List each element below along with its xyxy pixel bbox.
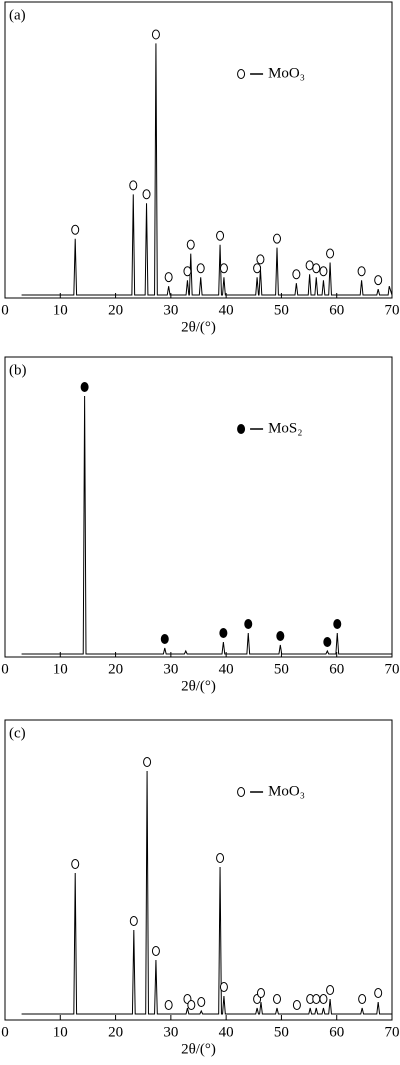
peak-marker — [160, 634, 169, 644]
x-axis-label: 2θ/(°) — [181, 319, 216, 335]
x-tick-label: 30 — [163, 661, 178, 677]
peak-marker — [219, 982, 228, 992]
x-axis-label: 2θ/(°) — [181, 1041, 216, 1057]
x-tick-label: 40 — [219, 1024, 234, 1040]
pattern-line — [21, 395, 392, 655]
x-tick-label: 70 — [385, 661, 400, 677]
peak-marker — [151, 29, 160, 40]
panel-label: (c) — [9, 725, 26, 741]
legend-marker — [237, 424, 246, 434]
peak-marker — [256, 254, 265, 265]
panel-label: (b) — [9, 362, 27, 378]
panel-label: (a) — [9, 7, 26, 23]
peak-marker — [129, 180, 138, 191]
peak-marker — [357, 266, 366, 277]
peak-marker — [196, 263, 205, 274]
plot-frame — [4, 719, 393, 1021]
pattern-line — [21, 43, 393, 296]
peak-marker — [142, 189, 151, 200]
peak-marker — [326, 248, 335, 259]
peak-marker — [273, 233, 282, 244]
x-tick-label: 30 — [163, 302, 178, 318]
x-tick-label: 50 — [274, 661, 289, 677]
peak-marker — [323, 637, 332, 647]
peak-marker — [244, 619, 253, 629]
peak-marker — [292, 1000, 301, 1010]
peak-marker — [326, 985, 335, 995]
x-tick-label: 20 — [108, 1024, 123, 1040]
x-tick-label: 40 — [219, 302, 234, 318]
x-tick-label: 0 — [1, 302, 9, 318]
peak-marker — [164, 1000, 173, 1010]
peak-marker — [219, 263, 228, 274]
legend-label: MoO₃ — [268, 65, 305, 81]
x-tick-label: 10 — [53, 302, 68, 318]
x-tick-label: 10 — [53, 661, 68, 677]
legend-marker — [237, 69, 246, 79]
peak-marker — [312, 994, 321, 1004]
x-tick-label: 40 — [219, 661, 234, 677]
peak-marker — [319, 266, 328, 277]
peak-marker — [333, 619, 342, 629]
peak-marker — [253, 263, 262, 274]
peak-marker — [186, 239, 195, 250]
peak-marker — [151, 946, 160, 956]
legend-label: MoO₃ — [268, 783, 305, 799]
legend-label: MoS₂ — [268, 420, 302, 436]
peak-marker — [358, 994, 367, 1004]
peak-marker — [276, 631, 285, 641]
x-tick-label: 70 — [385, 1024, 400, 1040]
x-tick-label: 10 — [53, 1024, 68, 1040]
pattern-line — [21, 770, 392, 1015]
x-tick-label: 50 — [274, 302, 289, 318]
peak-marker — [71, 859, 80, 869]
peak-marker — [312, 263, 321, 274]
peak-marker — [183, 266, 192, 277]
legend-marker — [237, 787, 246, 797]
peak-marker — [71, 224, 80, 235]
plot-frame — [4, 1, 393, 299]
x-tick-label: 60 — [329, 302, 344, 318]
peak-marker — [292, 269, 301, 280]
peak-marker — [216, 230, 225, 241]
x-tick-label: 20 — [108, 661, 123, 677]
x-tick-label: 0 — [1, 661, 9, 677]
x-tick-label: 60 — [329, 661, 344, 677]
peak-marker — [273, 994, 282, 1004]
peak-marker — [216, 853, 225, 863]
peak-marker — [319, 994, 328, 1004]
peak-marker — [305, 260, 314, 271]
peak-marker — [374, 988, 383, 998]
x-tick-label: 50 — [274, 1024, 289, 1040]
peak-marker — [197, 997, 206, 1007]
peak-marker — [219, 628, 228, 638]
peak-marker — [143, 757, 152, 767]
x-tick-label: 0 — [1, 1024, 9, 1040]
peak-marker — [80, 382, 89, 392]
x-tick-label: 60 — [329, 1024, 344, 1040]
peak-marker — [374, 275, 383, 286]
peak-marker — [256, 988, 265, 998]
peak-marker — [164, 272, 173, 283]
x-tick-label: 70 — [385, 302, 400, 318]
peak-marker — [187, 1000, 196, 1010]
x-axis-label: 2θ/(°) — [181, 678, 216, 694]
x-tick-label: 20 — [108, 302, 123, 318]
plot-frame — [4, 356, 393, 658]
x-tick-label: 30 — [163, 1024, 178, 1040]
peak-marker — [129, 916, 138, 926]
